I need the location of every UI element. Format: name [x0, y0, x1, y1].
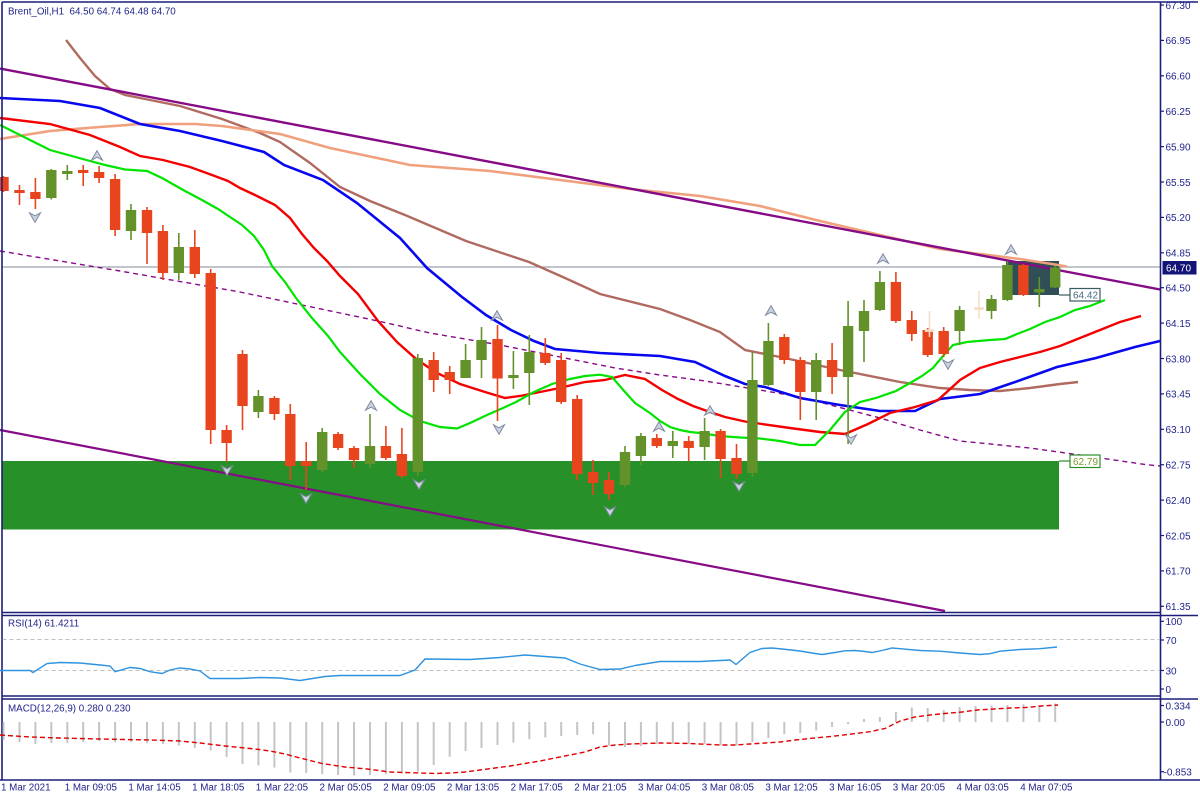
svg-text:66.95: 66.95	[1166, 36, 1191, 47]
svg-text:2 Mar 17:05: 2 Mar 17:05	[511, 783, 564, 794]
svg-text:64.70: 64.70	[1166, 264, 1191, 275]
svg-text:30: 30	[1166, 666, 1178, 677]
svg-text:66.25: 66.25	[1166, 107, 1191, 118]
svg-text:Brent_Oil,H1 64.50 64.74 64.4: Brent_Oil,H1 64.50 64.74 64.48 64.70	[8, 7, 176, 18]
svg-text:2 Mar 13:05: 2 Mar 13:05	[447, 783, 500, 794]
svg-text:63.10: 63.10	[1166, 425, 1191, 436]
svg-text:2 Mar 21:05: 2 Mar 21:05	[574, 783, 627, 794]
svg-text:1 Mar 18:05: 1 Mar 18:05	[192, 783, 245, 794]
svg-text:61.70: 61.70	[1166, 567, 1191, 578]
svg-text:100: 100	[1166, 617, 1183, 628]
svg-text:0.334: 0.334	[1166, 701, 1191, 712]
svg-text:3 Mar 04:05: 3 Mar 04:05	[638, 783, 691, 794]
svg-text:65.20: 65.20	[1166, 213, 1191, 224]
svg-text:65.90: 65.90	[1166, 142, 1191, 153]
svg-text:62.40: 62.40	[1166, 496, 1191, 507]
svg-text:3 Mar 16:05: 3 Mar 16:05	[829, 783, 882, 794]
svg-text:3 Mar 20:05: 3 Mar 20:05	[893, 783, 946, 794]
svg-text:62.79: 62.79	[1073, 457, 1098, 468]
svg-text:65.55: 65.55	[1166, 178, 1191, 189]
svg-text:MACD(12,26,9) 0.280 0.230: MACD(12,26,9) 0.280 0.230	[8, 704, 131, 715]
svg-text:64.42: 64.42	[1073, 290, 1098, 301]
svg-text:3 Mar 08:05: 3 Mar 08:05	[702, 783, 755, 794]
svg-text:67.30: 67.30	[1166, 1, 1191, 12]
svg-text:1 Mar 14:05: 1 Mar 14:05	[128, 783, 181, 794]
svg-text:70: 70	[1166, 636, 1178, 647]
svg-text:62.05: 62.05	[1166, 531, 1191, 542]
svg-text:RSI(14) 61.4211: RSI(14) 61.4211	[8, 619, 79, 630]
svg-text:64.85: 64.85	[1166, 249, 1191, 260]
svg-text:0.00: 0.00	[1166, 718, 1186, 729]
svg-text:63.80: 63.80	[1166, 354, 1191, 365]
svg-text:4 Mar 03:05: 4 Mar 03:05	[957, 783, 1010, 794]
svg-text:2 Mar 09:05: 2 Mar 09:05	[383, 783, 436, 794]
svg-text:2 Mar 05:05: 2 Mar 05:05	[320, 783, 373, 794]
svg-text:-0.853: -0.853	[1164, 768, 1193, 779]
svg-text:66.60: 66.60	[1166, 72, 1191, 83]
svg-text:63.45: 63.45	[1166, 390, 1191, 401]
svg-text:3 Mar 12:05: 3 Mar 12:05	[765, 783, 818, 794]
svg-text:1 Mar 09:05: 1 Mar 09:05	[65, 783, 118, 794]
svg-text:64.15: 64.15	[1166, 319, 1191, 330]
svg-text:61.35: 61.35	[1166, 602, 1191, 613]
svg-text:4 Mar 07:05: 4 Mar 07:05	[1020, 783, 1073, 794]
svg-text:62.75: 62.75	[1166, 461, 1191, 472]
svg-text:1 Mar 2021: 1 Mar 2021	[1, 783, 51, 794]
svg-text:0: 0	[1166, 685, 1172, 696]
svg-text:1 Mar 22:05: 1 Mar 22:05	[256, 783, 309, 794]
svg-text:64.50: 64.50	[1166, 284, 1191, 295]
